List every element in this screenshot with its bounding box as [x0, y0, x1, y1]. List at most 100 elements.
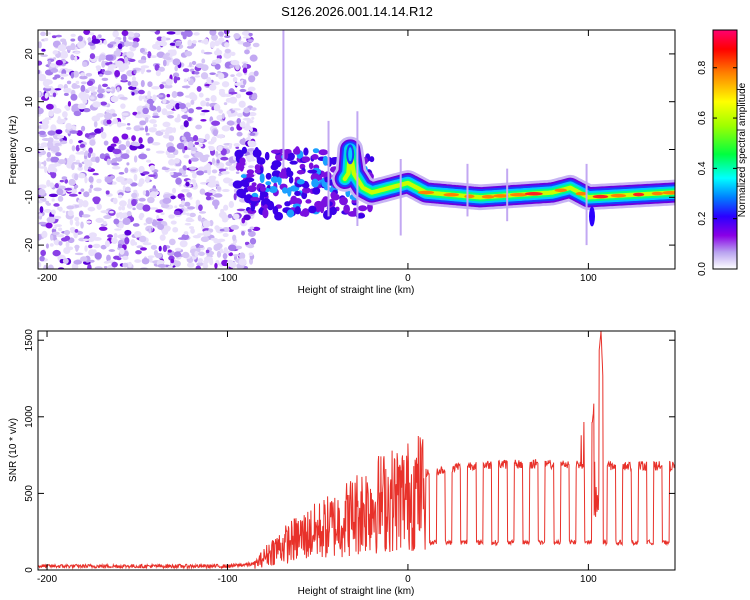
tone-peak: [493, 194, 509, 198]
snr-ylabel: SNR (10 * v/v): [8, 418, 19, 482]
noise-blob: [49, 182, 55, 188]
noise-blob: [122, 217, 131, 226]
noise-blob: [126, 210, 132, 217]
chart-title: S126.2026.001.14.14.R12: [281, 4, 433, 19]
noise-blob: [110, 143, 117, 147]
noise-blob: [103, 39, 108, 45]
noise-blob: [233, 33, 241, 39]
noise-blob: [244, 49, 250, 55]
transition-blob: [286, 209, 295, 218]
noise-blob: [66, 205, 75, 210]
noise-blob: [211, 62, 217, 66]
noise-blob: [51, 209, 56, 215]
noise-blob: [174, 260, 181, 267]
transition-blob: [259, 186, 267, 192]
noise-blob: [138, 214, 142, 219]
noise-blob: [205, 102, 210, 107]
noise-blob: [197, 166, 207, 171]
tone-peak: [575, 191, 588, 196]
noise-blob: [149, 30, 157, 33]
noise-blob: [162, 244, 168, 253]
noise-blob: [106, 254, 111, 262]
noise-blob: [155, 150, 165, 154]
noise-blob: [195, 63, 205, 69]
colorbar-tick-label: 0.0: [697, 262, 708, 276]
noise-blob: [91, 152, 96, 157]
noise-blob: [135, 250, 142, 255]
noise-blob: [187, 39, 193, 47]
noise-blob: [118, 206, 123, 211]
noise-blob: [89, 32, 95, 36]
noise-blob: [201, 109, 210, 113]
y-tick-label: 500: [24, 485, 35, 502]
noise-blob: [227, 213, 233, 219]
noise-blob: [113, 50, 122, 57]
transition-blob: [271, 170, 282, 179]
noise-blob: [65, 241, 70, 248]
colorbar-scale: [712, 29, 738, 270]
noise-blob: [74, 216, 80, 222]
noise-blob: [180, 196, 186, 202]
noise-blob: [168, 50, 175, 57]
noise-blob: [62, 258, 69, 265]
noise-blob: [82, 99, 88, 104]
noise-blob: [150, 244, 158, 250]
noise-blob: [124, 237, 130, 245]
noise-blob: [55, 129, 63, 135]
noise-blob: [144, 190, 150, 197]
y-tick-label: 20: [24, 48, 35, 60]
colorbar-tick-label: 0.6: [697, 111, 708, 125]
noise-blob: [172, 226, 179, 233]
noise-blob: [184, 222, 192, 226]
noise-blob: [174, 41, 182, 47]
noise-blob: [142, 190, 147, 196]
noise-blob: [228, 252, 234, 257]
noise-blob: [156, 94, 164, 98]
noise-blob: [138, 95, 143, 101]
spectrogram-xlabel: Height of straight line (km): [298, 285, 415, 296]
noise-blob: [131, 199, 137, 207]
x-tick-label: -100: [217, 273, 237, 284]
noise-blob: [165, 52, 171, 57]
noise-blob: [247, 228, 252, 233]
noise-blob: [171, 90, 178, 99]
noise-blob: [218, 168, 227, 172]
noise-blob: [47, 264, 54, 269]
noise-blob: [146, 159, 152, 163]
noise-blob: [40, 142, 49, 148]
noise-blob: [85, 72, 93, 77]
noise-blob: [87, 87, 95, 91]
noise-blob: [38, 60, 43, 66]
noise-blob: [190, 147, 198, 152]
noise-blob: [244, 241, 250, 246]
noise-blob: [75, 144, 80, 152]
transition-blob: [312, 186, 321, 195]
transition-blob: [296, 170, 305, 175]
tone-peak: [554, 188, 567, 193]
noise-blob: [181, 85, 191, 89]
noise-blob: [194, 250, 199, 257]
noise-blob: [142, 171, 150, 175]
noise-blob: [229, 64, 235, 68]
noise-blob: [74, 244, 80, 250]
noise-blob: [215, 58, 222, 64]
noise-blob: [201, 58, 206, 64]
y-tick-label: 10: [24, 96, 35, 108]
noise-blob: [124, 229, 132, 236]
noise-blob: [249, 54, 258, 62]
noise-blob: [167, 115, 174, 119]
transition-blob: [294, 206, 301, 215]
transition-blob: [281, 187, 288, 194]
spectrogram-ylabel: Frequency (Hz): [8, 116, 19, 185]
noise-blob: [190, 93, 198, 102]
noise-blob: [236, 118, 242, 125]
noise-blob: [230, 224, 240, 230]
noise-blob: [217, 238, 226, 242]
noise-blob: [50, 124, 57, 132]
noise-blob: [120, 103, 126, 109]
noise-blob: [205, 249, 210, 254]
noise-blob: [172, 58, 181, 66]
transition-blob: [290, 195, 298, 205]
noise-blob: [88, 232, 97, 239]
noise-blob: [195, 124, 203, 130]
